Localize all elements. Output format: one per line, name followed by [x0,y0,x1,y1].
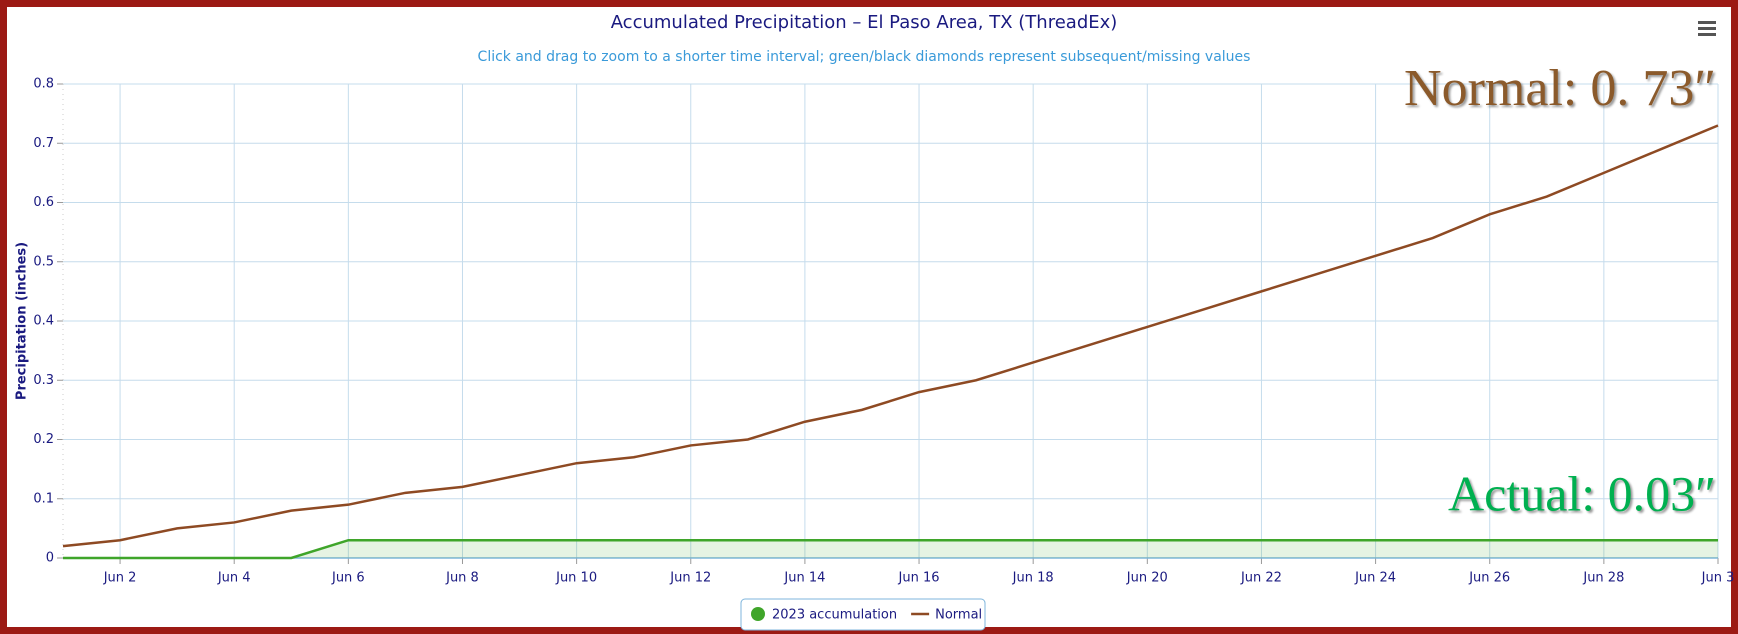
y-tick-label: 0.5 [33,254,54,269]
x-tick-label: Jun 26 [1468,571,1510,586]
area [63,540,1718,558]
y-tick-label: 0.8 [33,77,54,92]
legend-symbol [751,607,765,621]
x-tick-label: Jun 2 [103,571,137,586]
plot-background [7,7,1731,627]
y-tick-label: 0.6 [33,195,54,210]
y-tick-label: 0.3 [33,373,54,388]
x-tick-label: Jun 22 [1240,571,1282,586]
y-tick-label: 0.4 [33,314,54,329]
x-tick-label: Jun 4 [217,571,251,586]
legend-label: Normal [935,608,982,623]
x-tick-label: Jun 28 [1582,571,1624,586]
x-tick-label: Jun 24 [1354,571,1396,586]
y-axis-label: Precipitation (inches) [15,242,30,400]
x-tick-label: Jun 10 [555,571,597,586]
y-tick-label: 0.7 [33,136,54,151]
menu-button[interactable] [1694,17,1722,41]
y-tick-label: 0.2 [33,432,54,447]
chart-subtitle: Click and drag to zoom to a shorter time… [478,49,1251,65]
y-tick-label: 0.1 [33,491,54,506]
annotation: Actual: 0.03″ [1448,465,1716,521]
menu-bar[interactable] [1698,33,1716,36]
x-tick-label: Jun 12 [669,571,711,586]
x-tick-label: Jun 20 [1126,571,1168,586]
line [63,538,1718,560]
x-tick-label: Jun 3 [1701,571,1735,586]
line [62,124,1719,548]
annotation: Normal: 0. 73″ [1404,60,1716,117]
legend-label: 2023 accumulation [772,608,897,623]
legend: 2023 accumulation Normal [740,598,986,631]
legend-box [740,598,986,631]
x-tick-label: Jun 6 [331,571,365,586]
x-tick-label: Jun 8 [445,571,479,586]
y-tick-label: 0 [46,551,54,566]
x-tick-label: Jun 18 [1012,571,1054,586]
x-tick-label: Jun 16 [898,571,940,586]
chart-title: Accumulated Precipitation – El Paso Area… [611,12,1118,33]
menu-bar[interactable] [1698,21,1716,24]
x-tick-label: Jun 14 [783,571,825,586]
menu-bar[interactable] [1698,27,1716,30]
